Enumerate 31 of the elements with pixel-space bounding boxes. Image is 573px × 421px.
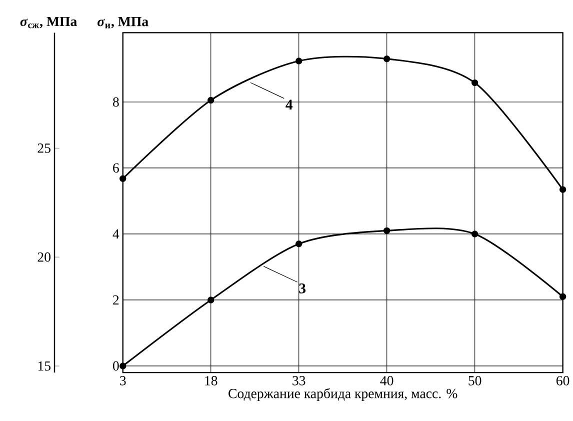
y2-tick-label: 20 bbox=[38, 252, 50, 262]
y-tick-label: 8 bbox=[112, 97, 119, 107]
point bbox=[559, 293, 566, 300]
x-tick-label: 40 bbox=[380, 376, 394, 386]
x-tick-label: 60 bbox=[556, 376, 570, 386]
point bbox=[471, 79, 478, 86]
text: 4 bbox=[286, 100, 293, 110]
point bbox=[471, 230, 478, 238]
y-tick-label: 0 bbox=[112, 361, 119, 371]
y-tick-label: 4 bbox=[112, 229, 120, 238]
x-tick-label: 3 bbox=[120, 376, 126, 386]
point bbox=[120, 175, 126, 182]
point bbox=[383, 55, 390, 62]
y-tick-label: 6 bbox=[113, 163, 119, 173]
y-axis-title: σ$_{и}$, МПа bbox=[98, 16, 148, 28]
point bbox=[208, 296, 214, 304]
point bbox=[295, 240, 302, 248]
x-tick-label: 18 bbox=[205, 376, 218, 386]
point bbox=[383, 227, 390, 234]
y-tick-label: 2 bbox=[113, 295, 119, 304]
y2-tick-label: 25 bbox=[38, 143, 50, 153]
x-tick-label: 33 bbox=[292, 376, 306, 386]
point bbox=[208, 96, 214, 104]
point bbox=[295, 58, 302, 64]
point bbox=[120, 362, 126, 370]
x-tick-label: 50 bbox=[468, 376, 482, 386]
point bbox=[559, 186, 566, 193]
text: 3 bbox=[299, 283, 306, 294]
x-axis-title: Содержание карбида кремния, масс. % bbox=[228, 388, 458, 401]
y2-tick-label: 15 bbox=[38, 361, 50, 371]
y2-axis-title: σ$_{сж}$, МПа bbox=[20, 16, 77, 28]
